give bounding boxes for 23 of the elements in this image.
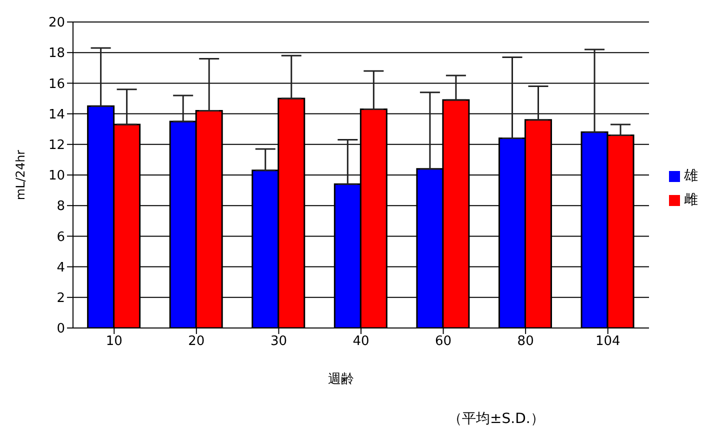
x-tick-label: 40: [352, 334, 370, 350]
x-tick-label: 60: [435, 334, 452, 350]
legend-label: 雄: [684, 168, 698, 184]
text: （平均±S.D.）: [448, 410, 544, 428]
y-tick-label: 6: [56, 230, 65, 245]
legend-label: 雌: [684, 192, 698, 208]
x-tick-label: 20: [188, 334, 205, 350]
x-tick-label: 80: [517, 334, 534, 350]
y-tick-label: 20: [48, 16, 65, 31]
y-tick-label: 2: [56, 291, 65, 306]
y-tick-label: 14: [48, 107, 65, 122]
y-tick-label: 8: [56, 199, 65, 214]
y-tick-label: 0: [56, 322, 65, 337]
x-tick-label: 30: [270, 334, 287, 350]
y-tick-label: 12: [48, 138, 65, 154]
y-tick-label: 18: [48, 46, 65, 62]
x-tick-label: 10: [106, 334, 122, 350]
y-tick-label: 10: [48, 168, 65, 184]
x-axis-title: 週齢: [328, 372, 354, 387]
x-tick-label: 104: [595, 334, 620, 350]
y-axis-title: mL/24hr: [13, 150, 28, 200]
y-tick-label: 4: [56, 260, 65, 276]
y-tick-label: 16: [48, 76, 65, 92]
